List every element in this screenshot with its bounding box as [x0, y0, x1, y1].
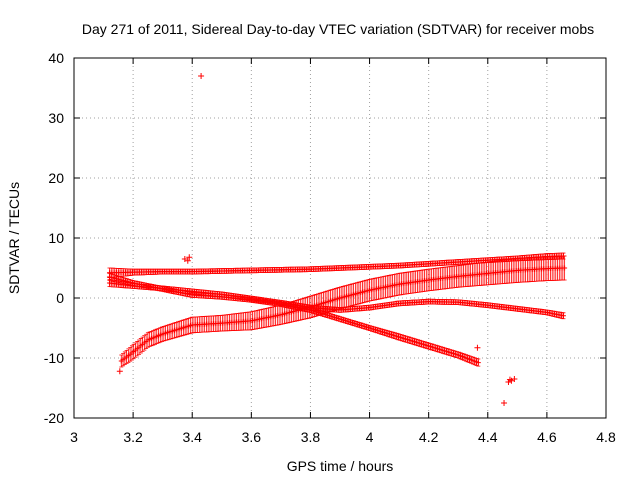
- series-outliers: [116, 73, 518, 406]
- y-axis-label: SDTVAR / TECUs: [6, 182, 22, 294]
- grid-lines: [74, 58, 606, 418]
- x-tick-label: 3.2: [123, 429, 143, 445]
- x-tick-label: 4.6: [537, 429, 557, 445]
- data-points: [106, 73, 568, 406]
- x-tick-label: 3.4: [182, 429, 202, 445]
- y-tick-label: -20: [44, 410, 64, 426]
- x-tick-label: 4.8: [596, 429, 616, 445]
- x-tick-label: 4: [366, 429, 374, 445]
- y-tick-label: 0: [56, 290, 64, 306]
- x-tick-label: 3.6: [242, 429, 262, 445]
- y-tick-label: 10: [48, 230, 64, 246]
- x-tick-label: 3: [70, 429, 78, 445]
- data-point-marker: [184, 257, 191, 264]
- data-point-marker: [116, 368, 123, 375]
- x-tick-label: 4.4: [478, 429, 498, 445]
- x-tick-label: 3.8: [301, 429, 321, 445]
- y-tick-label: 40: [48, 50, 64, 66]
- data-point-marker: [186, 254, 193, 261]
- y-tick-label: 20: [48, 170, 64, 186]
- data-point-marker: [501, 400, 508, 406]
- y-tick-label: -10: [44, 350, 64, 366]
- data-point-marker: [474, 344, 481, 351]
- data-point-marker: [562, 265, 568, 271]
- chart-title: Day 271 of 2011, Sidereal Day-to-day VTE…: [82, 21, 594, 37]
- data-point-marker: [511, 376, 518, 382]
- plot-frame: [73, 57, 607, 419]
- x-tick-label: 4.2: [419, 429, 439, 445]
- x-axis-label: GPS time / hours: [287, 458, 394, 474]
- axis-ticks: 3 3.2 3.4 3.6 3.8 4 4.2 4.4 4.6 4.8 -20 -10 0 10 20 30 4…: [44, 50, 616, 445]
- data-point-marker: [560, 313, 566, 319]
- data-point-marker: [506, 376, 513, 383]
- y-tick-label: 30: [48, 110, 64, 126]
- data-point-marker: [198, 73, 205, 79]
- series-track-falling-steep: [106, 273, 481, 367]
- data-point-marker: [475, 360, 481, 366]
